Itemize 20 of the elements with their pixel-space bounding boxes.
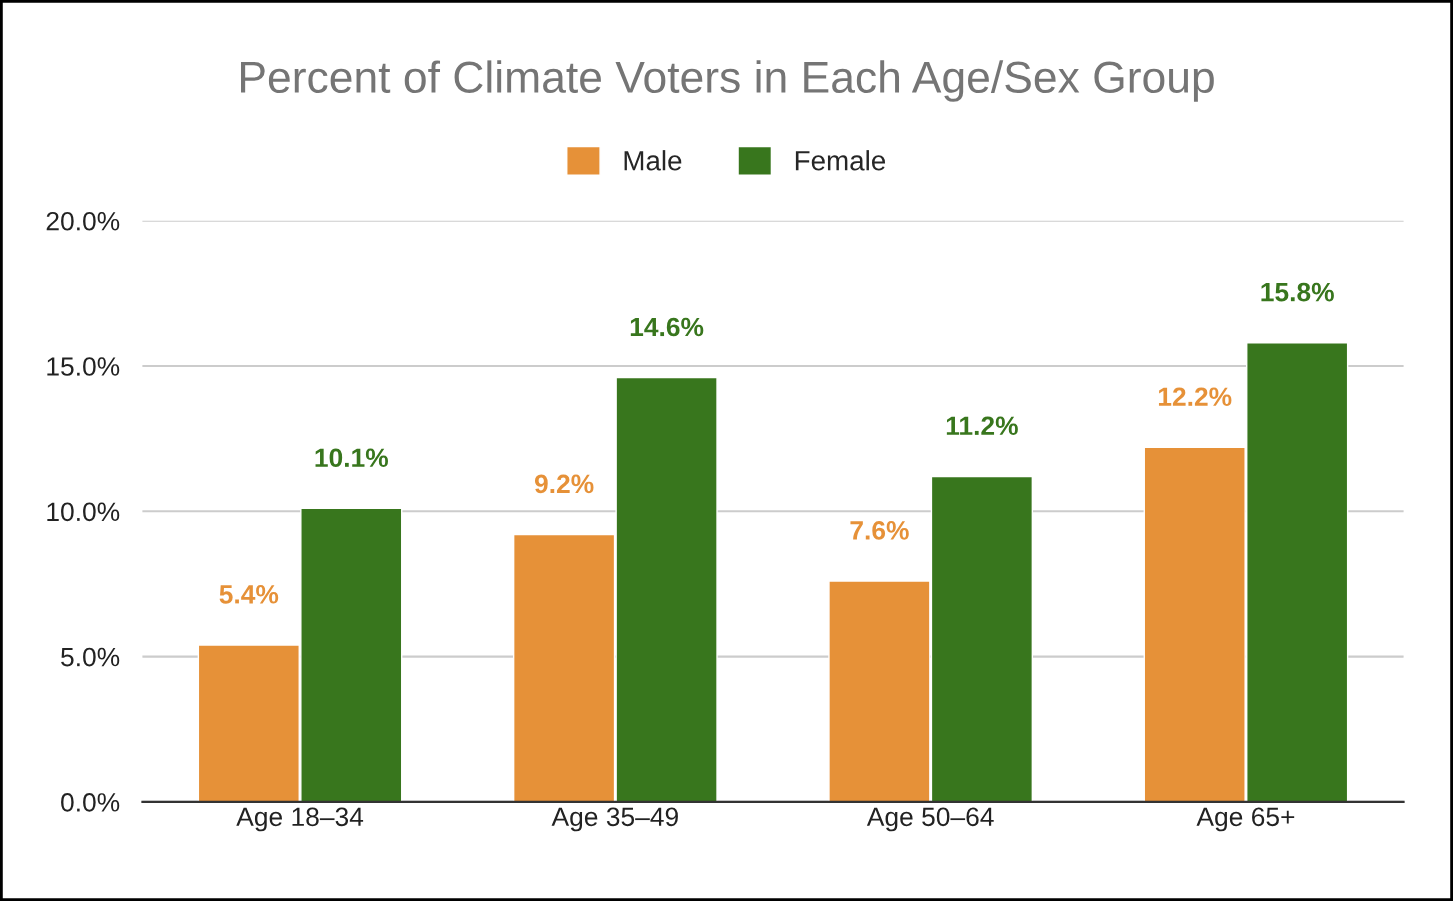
- data-label: 5.4%: [219, 585, 279, 604]
- chart-title: Percent of Climate Voters in Each Age/Sex Group: [241, 60, 1214, 102]
- data-label: 9.2%: [534, 474, 594, 494]
- x-tick-label: Age 65+: [1196, 807, 1295, 832]
- data-label: 7.6%: [850, 521, 909, 540]
- data-label: 14.6%: [630, 317, 704, 337]
- x-tick-label: Age 50–64: [866, 807, 994, 832]
- x-tick-label: Age 35–49: [551, 807, 678, 832]
- data-label: 15.8%: [1261, 282, 1334, 302]
- data-label: 11.2%: [946, 416, 1018, 436]
- y-tick-label: 15.0%: [47, 357, 120, 376]
- y-tick-label: 20.0%: [46, 211, 120, 231]
- y-tick-label: 5.0%: [61, 647, 120, 667]
- legend-label: Male: [624, 150, 682, 171]
- y-tick-label: 0.0%: [61, 793, 120, 812]
- y-tick-label: 10.0%: [47, 502, 120, 522]
- data-label: 10.1%: [315, 448, 388, 468]
- data-label: 12.2%: [1158, 387, 1232, 407]
- x-tick-label: Age 18–34: [236, 807, 364, 832]
- legend-label: Female: [795, 150, 886, 171]
